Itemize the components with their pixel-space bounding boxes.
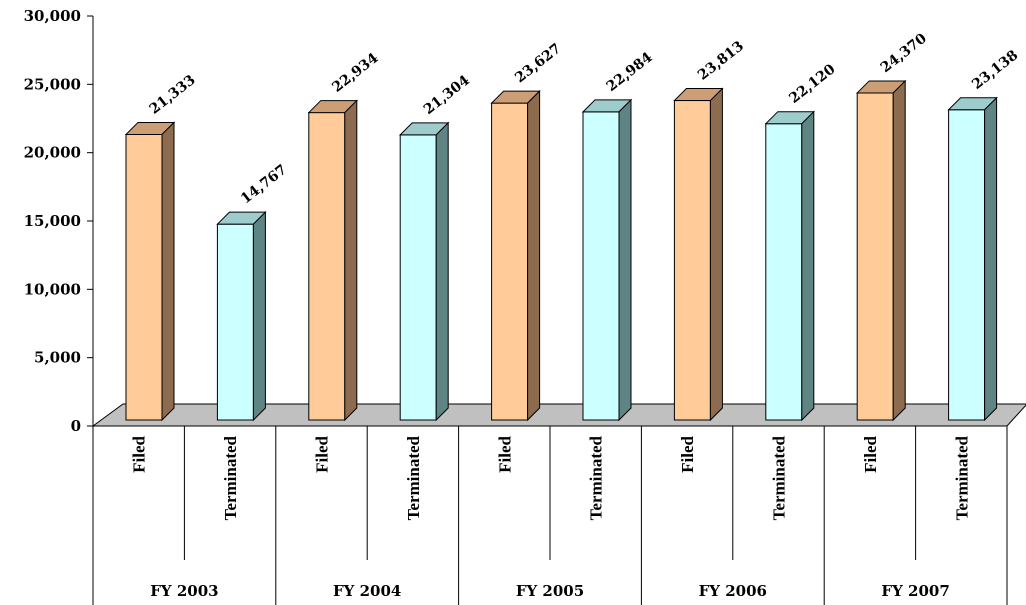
y-tick-label: 5,000: [34, 349, 81, 367]
group-label: FY 2003: [150, 582, 218, 600]
y-tick-label: 30,000: [24, 7, 81, 25]
bar-fy-2005-filed-front: [491, 102, 529, 421]
category-label-terminated: Terminated: [221, 435, 240, 520]
bar-fy-2005-filed-side: [527, 89, 541, 422]
bar-fy-2004-filed-front: [308, 112, 346, 421]
category-label-terminated: Terminated: [404, 435, 423, 520]
bar-fy-2004-filed: [307, 99, 359, 422]
y-tick-label: 20,000: [24, 144, 81, 162]
group-label: FY 2005: [516, 582, 584, 600]
category-label-filed: Filed: [861, 435, 880, 472]
bar-fy-2004-terminated-front: [399, 134, 437, 421]
data-label: 23,138: [969, 47, 1021, 93]
bar-fy-2004-terminated: [398, 121, 450, 422]
data-label: 14,767: [238, 162, 290, 208]
data-label: 22,934: [329, 50, 381, 96]
group-label: FY 2006: [699, 582, 767, 600]
y-tick-label: 0: [71, 417, 81, 435]
group-label: FY 2004: [333, 582, 401, 600]
bar-fy-2003-terminated-side: [252, 210, 266, 422]
data-label: 23,627: [512, 41, 564, 87]
bar-fy-2006-filed-front: [673, 100, 711, 421]
bar-fy-2007-filed-side: [892, 79, 906, 422]
bar-fy-2003-filed-front: [125, 133, 163, 421]
bar-fy-2004-terminated-side: [435, 121, 449, 422]
bar-fy-2005-terminated-side: [618, 98, 632, 422]
category-label-filed: Filed: [313, 435, 332, 472]
data-label: 22,120: [786, 61, 838, 107]
bar-fy-2005-filed: [490, 89, 541, 422]
group-label: FY 2007: [881, 582, 949, 600]
category-label-terminated: Terminated: [587, 435, 606, 520]
category-label-filed: Filed: [130, 435, 149, 472]
data-label: 21,304: [421, 72, 473, 118]
category-label-filed: Filed: [495, 435, 514, 472]
data-label: 24,370: [878, 30, 930, 76]
data-label: 23,813: [695, 38, 747, 84]
bar-fy-2004-filed-side: [344, 99, 358, 422]
bar-fy-2007-filed: [855, 79, 907, 422]
bar-fy-2006-filed: [673, 87, 724, 422]
bar-fy-2005-terminated-front: [582, 111, 620, 421]
category-label-terminated: Terminated: [952, 435, 971, 520]
y-tick-label: 10,000: [24, 280, 81, 298]
bar-fy-2007-terminated-front: [948, 109, 986, 421]
data-label: 21,333: [147, 72, 199, 118]
category-label-terminated: Terminated: [770, 435, 789, 520]
bar-fy-2007-terminated: [947, 96, 998, 422]
category-label-filed: Filed: [678, 435, 697, 472]
bar-fy-2003-terminated-front: [216, 223, 254, 421]
bar-fy-2003-terminated: [216, 210, 267, 422]
bar-fy-2003-filed-side: [161, 121, 175, 422]
bar-fy-2006-terminated-front: [765, 123, 803, 421]
bar-fy-2006-terminated-side: [801, 110, 815, 422]
y-tick-label: 15,000: [24, 212, 81, 230]
data-label: 22,984: [604, 49, 656, 95]
bar-fy-2007-terminated-side: [984, 96, 998, 422]
bar-fy-2005-terminated: [581, 98, 633, 422]
bar-fy-2006-terminated: [764, 110, 816, 422]
bar-fy-2007-filed-front: [856, 92, 894, 421]
bar-fy-2006-filed-side: [709, 87, 723, 422]
y-tick-label: 25,000: [24, 75, 81, 93]
bar-fy-2003-filed: [124, 121, 176, 422]
